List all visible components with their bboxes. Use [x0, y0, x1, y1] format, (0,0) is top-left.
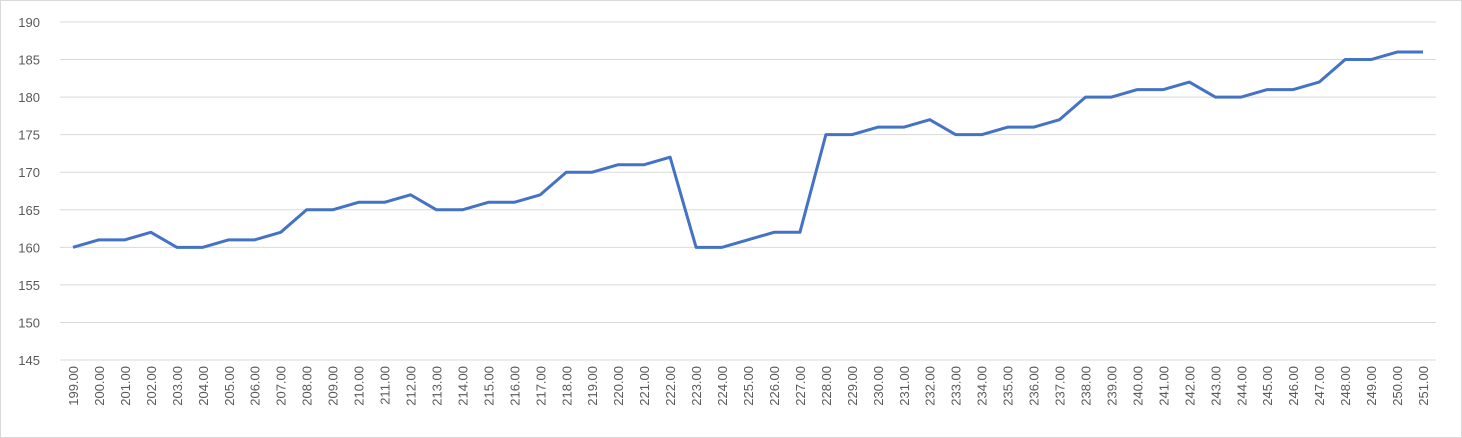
x-tick-label: 206.00	[248, 366, 263, 406]
y-tick-label: 145	[18, 353, 40, 368]
x-tick-label: 202.00	[144, 366, 159, 406]
x-tick-label: 219.00	[585, 366, 600, 406]
x-tick-label: 221.00	[637, 366, 652, 406]
x-tick-label: 226.00	[767, 366, 782, 406]
x-tick-label: 246.00	[1286, 366, 1301, 406]
y-tick-label: 175	[18, 128, 40, 143]
x-tick-label: 228.00	[819, 366, 834, 406]
y-tick-label: 160	[18, 240, 40, 255]
x-tick-label: 247.00	[1312, 366, 1327, 406]
x-tick-label: 215.00	[481, 366, 496, 406]
y-tick-label: 190	[18, 15, 40, 30]
x-tick-label: 241.00	[1156, 366, 1171, 406]
x-tick-label: 239.00	[1104, 366, 1119, 406]
y-tick-label: 180	[18, 90, 40, 105]
x-tick-label: 205.00	[222, 366, 237, 406]
x-tick-label: 210.00	[352, 366, 367, 406]
x-tick-label: 235.00	[1001, 366, 1016, 406]
x-tick-label: 225.00	[741, 366, 756, 406]
x-tick-label: 200.00	[92, 366, 107, 406]
x-tick-label: 248.00	[1338, 366, 1353, 406]
x-tick-label: 211.00	[378, 366, 393, 405]
x-tick-label: 250.00	[1390, 366, 1405, 406]
x-tick-label: 244.00	[1234, 366, 1249, 406]
x-tick-label: 232.00	[923, 366, 938, 406]
x-tick-label: 238.00	[1079, 366, 1094, 406]
x-tick-label: 217.00	[533, 366, 548, 406]
x-tick-label: 224.00	[715, 366, 730, 406]
x-tick-label: 207.00	[274, 366, 289, 406]
y-tick-label: 155	[18, 278, 40, 293]
x-tick-label: 212.00	[403, 366, 418, 406]
x-tick-label: 227.00	[793, 366, 808, 406]
x-tick-label: 222.00	[663, 366, 678, 406]
x-tick-label: 229.00	[845, 366, 860, 406]
line-series	[72, 50, 1424, 249]
x-tick-label: 242.00	[1182, 366, 1197, 406]
x-tick-label: 231.00	[897, 366, 912, 406]
x-tick-label: 203.00	[170, 366, 185, 406]
x-tick-label: 218.00	[559, 366, 574, 406]
x-tick-label: 209.00	[326, 366, 341, 406]
x-tick-label: 251.00	[1416, 366, 1431, 406]
x-tick-label: 236.00	[1027, 366, 1042, 406]
x-tick-label: 240.00	[1130, 366, 1145, 406]
x-tick-label: 249.00	[1364, 366, 1379, 406]
x-tick-label: 204.00	[196, 366, 211, 406]
x-tick-label: 201.00	[118, 366, 133, 406]
x-tick-label: 245.00	[1260, 366, 1275, 406]
x-tick-label: 223.00	[689, 366, 704, 406]
y-tick-label: 170	[18, 165, 40, 180]
x-tick-label: 230.00	[871, 366, 886, 406]
x-tick-label: 243.00	[1208, 366, 1223, 406]
y-tick-label: 150	[18, 315, 40, 330]
x-tick-label: 213.00	[429, 366, 444, 406]
x-tick-label: 233.00	[949, 366, 964, 406]
x-tick-label: 220.00	[611, 366, 626, 406]
x-tick-label: 237.00	[1053, 366, 1068, 406]
y-tick-label: 185	[18, 53, 40, 68]
x-tick-label: 208.00	[300, 366, 315, 406]
x-tick-label: 216.00	[507, 366, 522, 406]
x-tick-label: 234.00	[975, 366, 990, 406]
y-tick-label: 165	[18, 203, 40, 218]
x-tick-label: 199.00	[66, 366, 81, 406]
x-tick-label: 214.00	[455, 366, 470, 406]
